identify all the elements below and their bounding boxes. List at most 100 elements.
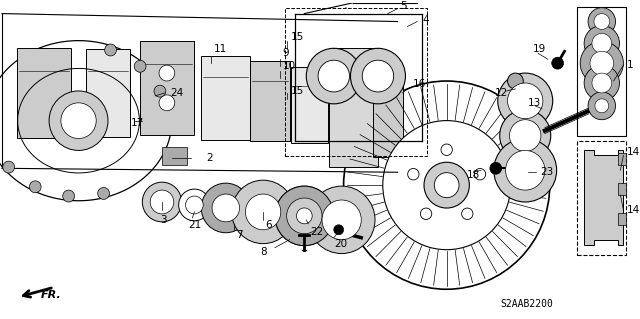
Text: 8: 8 xyxy=(260,247,267,256)
Circle shape xyxy=(494,138,557,202)
Circle shape xyxy=(584,26,620,61)
Text: S2AAB2200: S2AAB2200 xyxy=(500,299,554,309)
Circle shape xyxy=(508,73,524,89)
Circle shape xyxy=(362,60,394,92)
Circle shape xyxy=(383,121,511,250)
Circle shape xyxy=(63,190,74,202)
Text: 11: 11 xyxy=(214,44,227,54)
Text: 6: 6 xyxy=(265,220,272,230)
Circle shape xyxy=(287,198,322,234)
Text: 2: 2 xyxy=(206,153,212,163)
Circle shape xyxy=(154,85,166,97)
Circle shape xyxy=(179,189,210,221)
Circle shape xyxy=(61,103,96,138)
Circle shape xyxy=(322,200,361,240)
Circle shape xyxy=(594,14,610,29)
Text: 12: 12 xyxy=(495,88,508,98)
Bar xyxy=(86,49,130,137)
Bar xyxy=(618,153,627,165)
Circle shape xyxy=(461,208,473,219)
Text: 4: 4 xyxy=(422,15,429,25)
Text: 17: 17 xyxy=(131,118,144,128)
Circle shape xyxy=(275,186,334,246)
Circle shape xyxy=(318,60,349,92)
Circle shape xyxy=(435,173,459,198)
Polygon shape xyxy=(584,151,623,245)
Circle shape xyxy=(508,83,543,119)
Circle shape xyxy=(424,162,469,208)
Bar xyxy=(618,213,627,225)
Circle shape xyxy=(150,190,174,214)
Text: 1: 1 xyxy=(627,60,633,70)
Bar xyxy=(285,8,427,156)
Circle shape xyxy=(506,151,545,190)
Text: 21: 21 xyxy=(189,220,202,230)
Circle shape xyxy=(509,120,541,152)
Text: 19: 19 xyxy=(533,44,547,54)
Polygon shape xyxy=(2,14,397,172)
Circle shape xyxy=(580,41,623,85)
Circle shape xyxy=(201,183,250,233)
Text: 20: 20 xyxy=(334,239,347,249)
Circle shape xyxy=(408,168,419,180)
Circle shape xyxy=(592,73,612,93)
Circle shape xyxy=(232,180,294,244)
Bar xyxy=(577,7,627,136)
Circle shape xyxy=(159,95,175,111)
Bar xyxy=(291,67,328,143)
Polygon shape xyxy=(0,41,172,201)
Circle shape xyxy=(498,73,553,129)
Text: 15: 15 xyxy=(291,86,304,96)
Circle shape xyxy=(584,65,620,101)
Circle shape xyxy=(351,48,406,104)
Circle shape xyxy=(105,44,116,56)
Circle shape xyxy=(420,208,432,219)
Text: 14: 14 xyxy=(627,205,639,215)
Circle shape xyxy=(474,168,486,180)
Circle shape xyxy=(142,182,182,222)
Circle shape xyxy=(441,144,452,155)
Circle shape xyxy=(212,194,239,222)
Text: 18: 18 xyxy=(467,170,479,180)
Text: 24: 24 xyxy=(170,88,183,98)
Circle shape xyxy=(500,110,551,161)
Text: 3: 3 xyxy=(160,215,166,225)
Circle shape xyxy=(490,162,502,174)
Text: 13: 13 xyxy=(528,98,541,108)
Circle shape xyxy=(296,208,312,224)
Text: 23: 23 xyxy=(540,167,553,177)
Bar xyxy=(201,56,250,140)
Text: 15: 15 xyxy=(291,33,304,42)
Circle shape xyxy=(552,57,563,69)
Bar xyxy=(329,48,378,167)
Text: 5: 5 xyxy=(401,1,407,11)
Text: 10: 10 xyxy=(283,61,296,71)
Circle shape xyxy=(29,181,41,193)
Text: 22: 22 xyxy=(310,227,323,237)
Bar xyxy=(140,41,194,135)
Circle shape xyxy=(308,186,375,254)
Circle shape xyxy=(588,8,616,35)
Text: 16: 16 xyxy=(412,79,426,89)
Bar xyxy=(162,147,186,165)
Text: 7: 7 xyxy=(236,230,242,240)
Circle shape xyxy=(334,225,344,235)
Circle shape xyxy=(49,91,108,151)
Circle shape xyxy=(588,92,616,120)
Bar xyxy=(250,61,290,140)
Bar xyxy=(373,68,403,157)
Bar xyxy=(17,48,71,137)
Text: FR.: FR. xyxy=(41,290,62,300)
Circle shape xyxy=(98,188,109,199)
Text: 9: 9 xyxy=(283,48,289,58)
Text: 14: 14 xyxy=(627,147,639,157)
Circle shape xyxy=(245,194,281,230)
Circle shape xyxy=(307,48,361,104)
Circle shape xyxy=(3,161,15,173)
Circle shape xyxy=(186,196,204,214)
Circle shape xyxy=(590,51,614,75)
Bar xyxy=(618,183,627,195)
Circle shape xyxy=(159,65,175,81)
Bar xyxy=(577,140,627,255)
Circle shape xyxy=(275,186,334,246)
